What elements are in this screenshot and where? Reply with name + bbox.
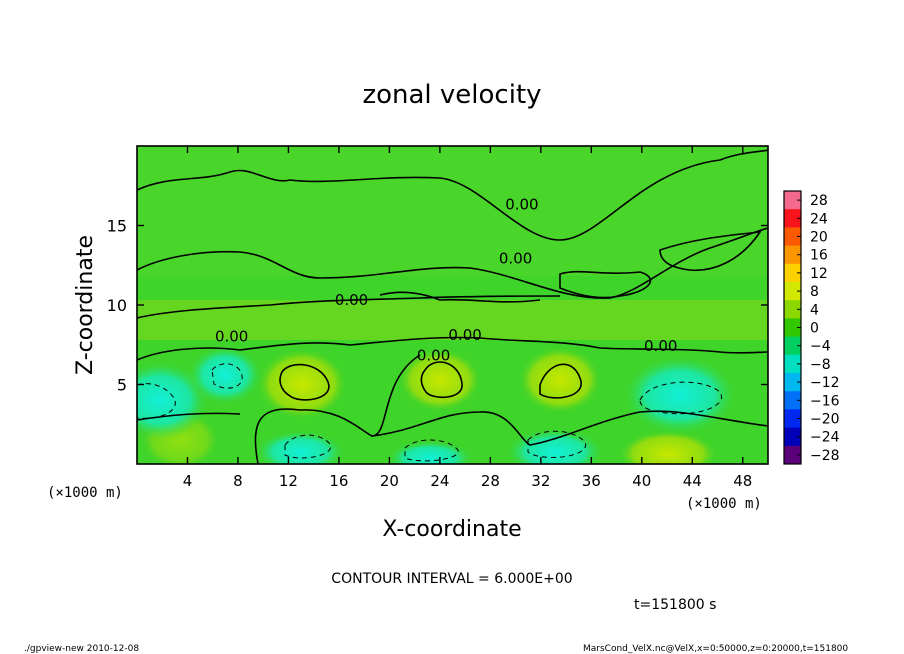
negative-cell [505, 428, 605, 464]
colorbar-label: −8 [810, 357, 831, 373]
x-tick-label: 28 [481, 472, 500, 490]
dashed-contour [284, 434, 332, 459]
contour-line [379, 291, 541, 303]
contour-label: 0.00 [499, 250, 532, 268]
x-unit-left: (×1000 m) [47, 485, 123, 501]
colorbar-swatch [784, 445, 801, 465]
colorbar-label: −16 [810, 393, 840, 409]
negative-cell [386, 440, 474, 464]
negative-cells [137, 345, 738, 464]
y-tick-label: 5 [117, 376, 127, 395]
time-label: t=151800 s [634, 597, 716, 613]
colorbar-label: −20 [810, 412, 840, 428]
contour-label: 0.00 [644, 337, 677, 355]
y-axis-label: Z-coordinate [73, 235, 98, 375]
contour-line [659, 231, 762, 272]
dashed-contour [404, 439, 459, 462]
x-tick-label: 44 [683, 472, 702, 490]
contour-line [137, 336, 768, 361]
y-axis: 5 10 15 [107, 217, 768, 395]
contour-line [137, 227, 768, 299]
colorbar-label: −4 [810, 339, 831, 355]
x-unit-right: (×1000 m) [686, 496, 762, 512]
plot-area: 0.00 0.00 0.00 0.00 0.00 0.00 0.00 [137, 146, 768, 464]
contour-label: 0.00 [417, 347, 450, 365]
colorbar-label: 4 [810, 302, 819, 318]
x-axis-label: X-coordinate [382, 517, 521, 542]
contour-line [539, 363, 582, 399]
colorbar-label: 20 [810, 230, 828, 246]
colorbar-swatch [784, 354, 801, 374]
colorbar-label: 12 [810, 266, 828, 282]
negative-cell [254, 430, 346, 464]
y-tick-label: 10 [107, 296, 127, 315]
contour-line [137, 149, 768, 241]
colorbar-label: 8 [810, 284, 819, 300]
dashed-contour [137, 383, 176, 419]
negative-cell [622, 355, 738, 435]
colorbar-swatch [784, 245, 801, 265]
colorbar-label: 0 [810, 321, 819, 337]
positive-cell [256, 348, 348, 420]
positive-cell [518, 346, 602, 414]
colorbar-swatch [784, 300, 801, 319]
upper-band [137, 146, 768, 276]
dashed-contours [137, 363, 723, 462]
colorbar-swatch [784, 391, 801, 410]
colorbar-label: 24 [810, 211, 828, 227]
footer-right: MarsCond_VelX.nc@VelX,x=0:50000,z=0:2000… [583, 644, 848, 654]
colorbar-swatch [784, 409, 801, 429]
dashed-contour [211, 363, 243, 389]
negative-cell [187, 345, 263, 405]
contour-label: 0.00 [448, 326, 481, 344]
positive-cell [398, 348, 482, 412]
x-tick-label: 36 [582, 472, 601, 490]
colorbar-label: 16 [810, 248, 828, 264]
colorbar-swatch [784, 191, 801, 210]
x-tick-label: 32 [531, 472, 550, 490]
colorbar-label: −24 [810, 430, 840, 446]
x-tick-label: 24 [430, 472, 449, 490]
chart-title: zonal velocity [362, 80, 541, 110]
colorbar-swatch [784, 373, 801, 392]
contour-label: 0.00 [335, 291, 368, 309]
x-axis: 4 8 12 16 20 24 28 32 36 40 44 48 [183, 146, 752, 490]
colorbar-swatch [784, 263, 801, 283]
contour-interval: CONTOUR INTERVAL = 6.000E+00 [331, 571, 572, 587]
contour-line [279, 363, 330, 401]
positive-cell [618, 430, 718, 464]
x-tick-label: 8 [233, 472, 243, 490]
colorbar: 28 24 20 16 12 8 4 0 −4 −8 −12 −16 −20 −24 −28 [783, 190, 840, 465]
contour-label: 0.00 [215, 328, 248, 346]
colorbar-swatch [784, 209, 801, 228]
colorbar-swatch [784, 427, 801, 447]
x-tick-label: 4 [183, 472, 193, 490]
x-tick-label: 48 [733, 472, 752, 490]
dashed-contour [527, 430, 586, 458]
contour-label: 0.00 [505, 196, 538, 214]
contour-line [254, 354, 421, 464]
colorbar-label: −12 [810, 375, 840, 391]
x-tick-label: 12 [279, 472, 298, 490]
colorbar-swatch [784, 318, 801, 338]
x-tick-label: 16 [329, 472, 348, 490]
x-tick-label: 40 [632, 472, 651, 490]
colorbar-label: −28 [810, 448, 840, 464]
x-tick-label: 20 [380, 472, 399, 490]
colorbar-swatch [784, 282, 801, 301]
contour-line [559, 270, 652, 299]
colorbar-swatch [784, 336, 801, 356]
y-tick-label: 15 [107, 217, 127, 236]
contour-line [420, 361, 463, 399]
dashed-contour [639, 381, 723, 415]
contour-line [137, 295, 561, 319]
colorbar-swatch [784, 227, 801, 247]
colorbar-label: 28 [810, 193, 828, 209]
footer-left: ./gpview-new 2010-12-08 [24, 644, 139, 654]
contour-labels: 0.00 0.00 0.00 0.00 0.00 0.00 0.00 [215, 196, 677, 365]
